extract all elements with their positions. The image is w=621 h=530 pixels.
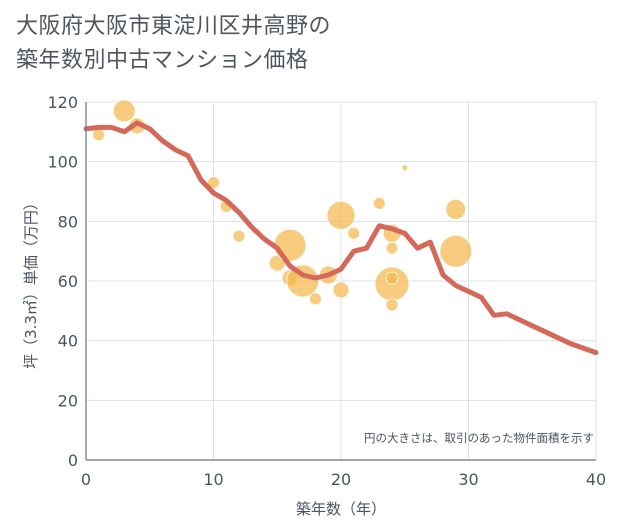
bubble-20 [385, 298, 399, 312]
bubble-5 [232, 229, 246, 243]
y-tick-label-60: 60 [58, 272, 78, 291]
bubble-10 [309, 292, 322, 306]
bubble-0 [92, 128, 106, 142]
x-tick-label-30: 30 [458, 470, 478, 489]
chart-title-line-2: 築年数別中古マンション価格 [16, 48, 309, 73]
y-tick-label-40: 40 [58, 332, 78, 351]
bubble-14 [347, 226, 361, 240]
x-tick-label-20: 20 [331, 470, 351, 489]
y-tick-label-20: 20 [58, 391, 78, 410]
bubble-15 [372, 197, 386, 210]
bubble-19 [385, 271, 399, 285]
y-axis-label: 坪（3.3㎡）単価（万円） [22, 195, 40, 369]
bubble-17 [385, 241, 399, 255]
bubble-7 [273, 228, 307, 262]
bubble-23 [439, 234, 473, 268]
x-axis-label: 築年数（年） [296, 500, 386, 518]
x-tick-label-10: 10 [203, 470, 223, 489]
y-tick-label-80: 80 [58, 212, 78, 231]
y-tick-label-100: 100 [47, 153, 78, 172]
bubble-9 [286, 264, 320, 298]
chart-title-line-1: 大阪府大阪市東淀川区井高野の [16, 14, 332, 39]
x-tick-label-0: 0 [81, 470, 91, 489]
x-tick-label-40: 40 [586, 470, 606, 489]
bubble-21 [401, 164, 409, 172]
bubble-22 [445, 198, 467, 220]
tick-labels: 0 20 40 60 80 100 120 0 10 20 30 40 [47, 93, 606, 489]
bubble-12 [326, 200, 356, 230]
y-tick-label-120: 120 [47, 93, 78, 112]
trend-line [83, 120, 599, 356]
bubble-series [92, 99, 473, 312]
axes [85, 102, 596, 461]
bubble-1 [112, 99, 136, 123]
size-annotation: 円の大きさは、取引のあった物件面積を示す [364, 431, 594, 445]
bubble-3 [207, 176, 220, 189]
grid-lines [85, 101, 597, 461]
y-tick-label-0: 0 [68, 451, 78, 470]
chart-title: 大阪府大阪市東淀川区井高野の 築年数別中古マンション価格 [16, 10, 331, 78]
bubble-13 [332, 281, 350, 299]
